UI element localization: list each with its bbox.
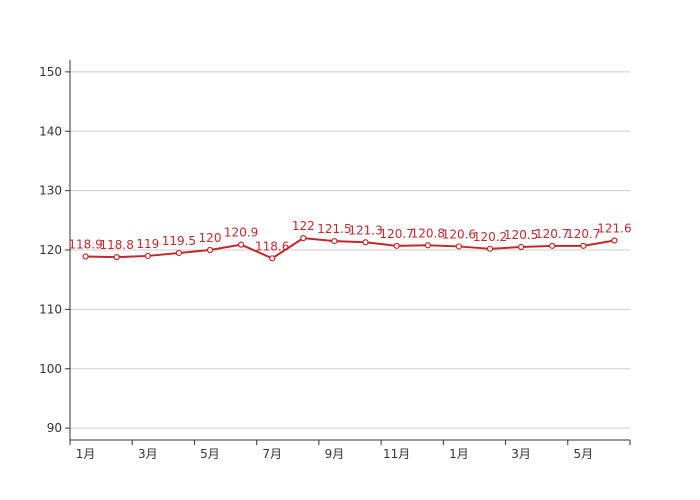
data-label: 118.9 — [68, 238, 102, 252]
y-tick-label: 150 — [39, 65, 62, 79]
data-label: 122 — [292, 219, 315, 233]
data-point — [393, 242, 400, 249]
data-label: 120.8 — [411, 226, 445, 240]
data-label: 121.5 — [317, 222, 351, 236]
x-tick-label: 1月 — [449, 447, 469, 461]
y-tick-label: 110 — [39, 302, 62, 316]
data-point — [331, 237, 338, 245]
data-point — [424, 242, 431, 249]
x-tick-label: 7月 — [262, 447, 282, 461]
data-point — [269, 255, 276, 262]
x-tick-label: 3月 — [511, 447, 531, 461]
x-tick-label: 5月 — [574, 447, 594, 461]
data-label: 120 — [199, 231, 222, 245]
data-label: 120.7 — [566, 227, 600, 241]
x-tick-label: 1月 — [76, 447, 96, 461]
y-tick-label: 100 — [39, 362, 62, 376]
data-point — [82, 253, 89, 260]
x-tick-label: 3月 — [138, 447, 158, 461]
data-point — [549, 242, 556, 249]
data-label: 119.5 — [162, 234, 196, 248]
data-label: 121.3 — [348, 223, 382, 237]
data-label: 120.7 — [379, 227, 413, 241]
data-label: 120.9 — [224, 226, 258, 240]
y-tick-label: 90 — [47, 421, 62, 435]
data-point — [238, 241, 245, 248]
data-point — [113, 254, 120, 261]
y-tick-label: 140 — [39, 124, 62, 138]
data-point — [144, 252, 151, 260]
data-point — [206, 246, 214, 254]
x-tick-label: 11月 — [383, 447, 410, 461]
data-label: 120.5 — [504, 228, 538, 242]
data-point — [300, 235, 307, 242]
x-tick-label: 9月 — [325, 447, 345, 461]
data-point — [455, 243, 462, 250]
data-label: 120.6 — [442, 227, 476, 241]
data-point — [362, 239, 369, 246]
data-label: 121.6 — [597, 222, 631, 236]
x-tick-label: 5月 — [200, 447, 220, 461]
data-label: 120.7 — [535, 227, 569, 241]
data-point — [518, 243, 525, 251]
y-tick-label: 130 — [39, 184, 62, 198]
data-point — [611, 237, 618, 244]
data-label: 119 — [136, 237, 159, 251]
data-point — [580, 242, 587, 249]
y-tick-label: 120 — [39, 243, 62, 257]
series-line — [85, 237, 615, 260]
data-label: 118.6 — [255, 239, 289, 253]
data-label: 120.2 — [473, 230, 507, 244]
data-point — [175, 249, 182, 257]
data-point — [486, 245, 494, 252]
data-label: 118.8 — [99, 238, 133, 252]
